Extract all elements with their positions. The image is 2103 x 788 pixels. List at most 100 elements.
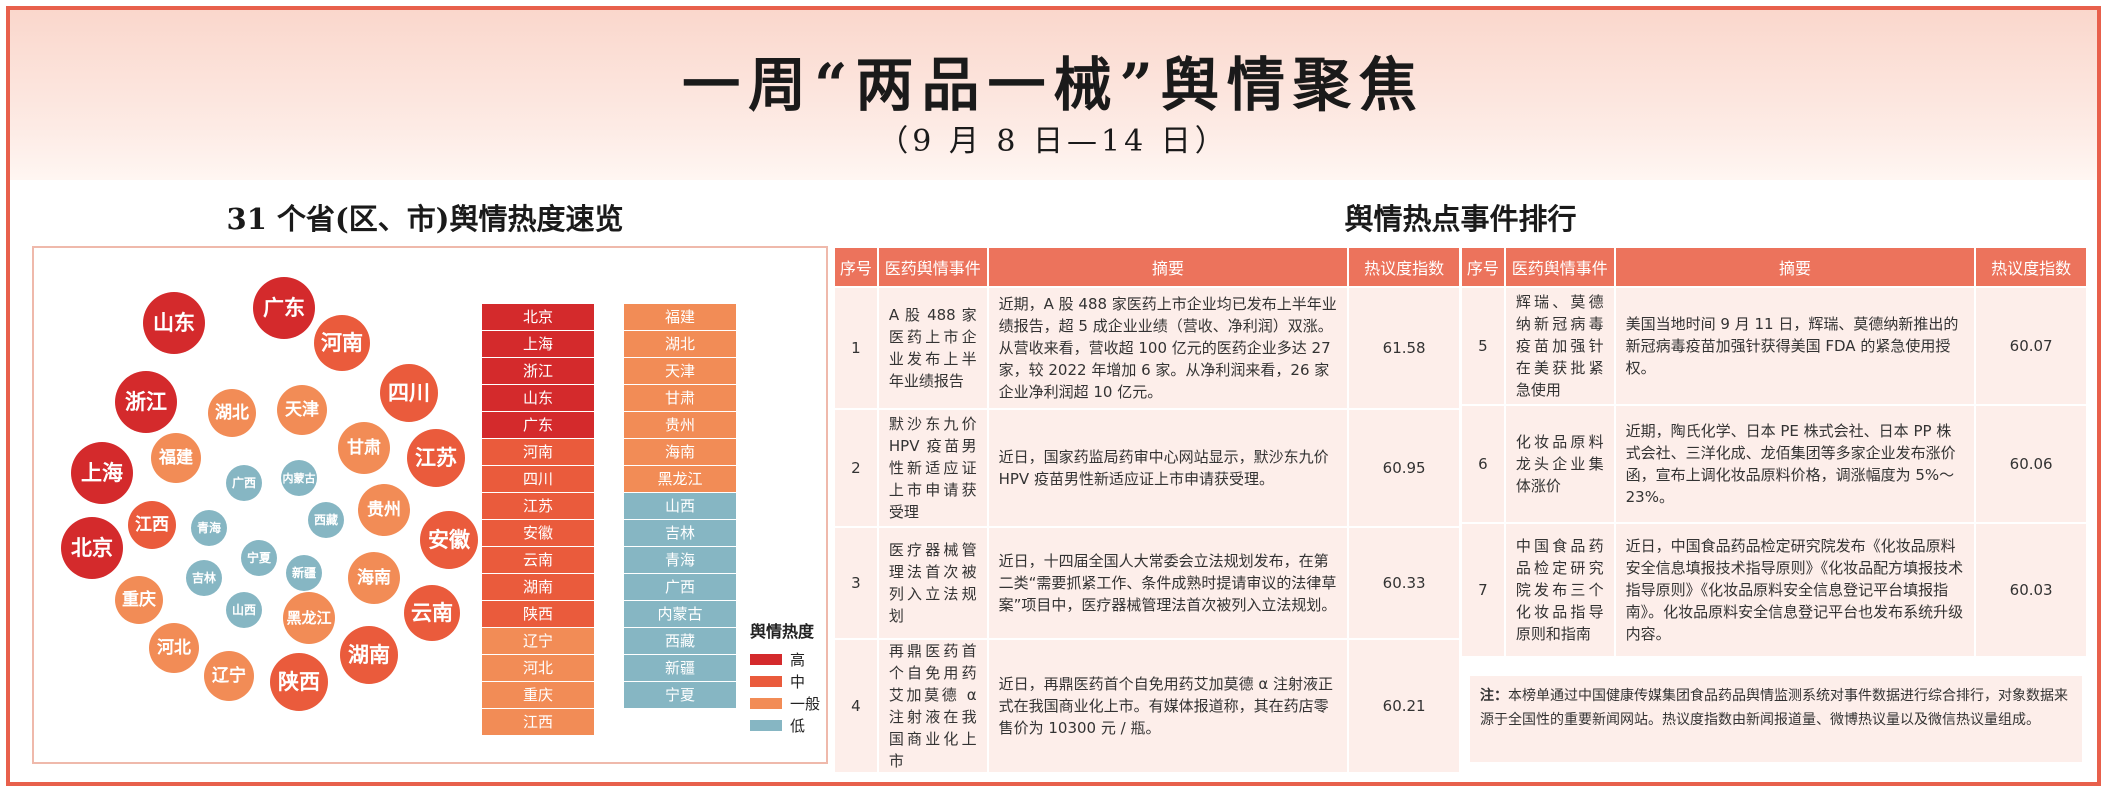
heat-legend-label: 高 <box>790 650 806 669</box>
header-summary: 摘要 <box>986 246 1350 288</box>
event-row: 5 辉瑞、莫德纳新冠病毒疫苗加强针在美获批紧急使用 美国当地时间 9 月 11 日，… <box>1460 286 2088 406</box>
event-summary: 近日，中国食品药品检定研究院发布《化妆品原料安全信息填报技术指导原则》《化妆品配… <box>1613 522 1977 658</box>
event-rank: 2 <box>833 408 879 528</box>
event-name: 医疗器械管理法首次被列入立法规划 <box>876 526 989 640</box>
province-rank-item: 云南 <box>482 547 594 574</box>
province-bubble: 广西 <box>226 465 262 501</box>
province-bubble: 广东 <box>253 277 315 339</box>
heat-legend-label: 中 <box>790 672 806 691</box>
heat-legend-label: 一般 <box>790 694 821 713</box>
province-bubble: 四川 <box>380 364 438 422</box>
hot-events-title: 舆情热点事件排行 <box>1344 202 1577 236</box>
province-rank-item: 重庆 <box>482 682 594 709</box>
province-rank-item: 陕西 <box>482 601 594 628</box>
header-rank: 序号 <box>833 246 879 288</box>
heat-legend-swatch <box>750 653 782 665</box>
event-rank: 5 <box>1460 286 1506 406</box>
event-summary: 近日，十四届全国人大常委会立法规划发布，在第二类“需要抓紧工作、条件成熟时提请审… <box>986 526 1350 640</box>
event-rank: 6 <box>1460 404 1506 524</box>
event-row: 7 中国食品药品检定研究院发布三个化妆品指导原则和指南 近日，中国食品药品检定研究院… <box>1460 522 2088 658</box>
ranking-note: 注：本榜单通过中国健康传媒集团食品药品舆情监测系统对事件数据进行综合排行，对象数… <box>1470 676 2082 762</box>
event-score: 60.95 <box>1347 408 1461 528</box>
event-rank: 1 <box>833 286 879 410</box>
header-rank: 序号 <box>1460 246 1506 288</box>
heat-legend-item: 一般 <box>750 694 821 713</box>
province-rank-item: 上海 <box>482 331 594 358</box>
province-bubble: 北京 <box>61 517 123 579</box>
heat-legend-item: 低 <box>750 716 820 735</box>
province-rank-item: 辽宁 <box>482 628 594 655</box>
note-text: 本榜单通过中国健康传媒集团食品药品舆情监测系统对事件数据进行综合排行，对象数据来… <box>1480 688 2068 728</box>
province-bubble: 新疆 <box>286 555 322 591</box>
event-summary: 近期，A 股 488 家医药上市企业均已发布上半年业绩报告，超 5 成企业业绩（… <box>986 286 1350 410</box>
province-rank-item: 吉林 <box>624 520 736 547</box>
province-bubble: 黑龙江 <box>283 592 335 644</box>
event-rank: 3 <box>833 526 879 640</box>
province-bubble: 江西 <box>128 501 176 549</box>
province-rank-item: 海南 <box>624 439 736 466</box>
province-heat-panel: 山东 广东 河南 浙江 四川 湖北 天津 上海 福建 甘肃 江苏 广西 内蒙古 北京 江西 青海 西藏 贵州 安徽宁… <box>32 246 828 764</box>
event-row: 4 再鼎医药首个自免用药艾加莫德 α 注射液在我国商业化上市 近日，再鼎医药首个自免… <box>833 638 1461 774</box>
province-bubble: 天津 <box>277 385 327 435</box>
province-bubble: 内蒙古 <box>281 460 317 496</box>
province-rank-item: 浙江 <box>482 358 594 385</box>
event-name: A 股 488 家医药上市企业发布上半年业绩报告 <box>876 286 989 410</box>
province-bubble: 贵州 <box>358 484 410 536</box>
province-rank-item: 黑龙江 <box>624 466 736 493</box>
event-name: 默沙东九价 HPV 疫苗男性新适应证上市申请获受理 <box>876 408 989 528</box>
event-row: 2 默沙东九价 HPV 疫苗男性新适应证上市申请获受理 近日，国家药监局药审中心网站… <box>833 408 1461 528</box>
event-name: 辉瑞、莫德纳新冠病毒疫苗加强针在美获批紧急使用 <box>1503 286 1616 406</box>
event-summary: 近日，再鼎医药首个自免用药艾加莫德 α 注射液正式在我国商业化上市。有媒体报道称… <box>986 638 1350 774</box>
province-rank-item: 广东 <box>482 412 594 439</box>
province-rank-item: 河南 <box>482 439 594 466</box>
event-score: 60.33 <box>1347 526 1461 640</box>
province-rank-item: 新疆 <box>624 655 736 682</box>
province-rank-item: 西藏 <box>624 628 736 655</box>
province-bubble: 吉林 <box>186 560 222 596</box>
header-banner: 一周“两品一械”舆情聚焦 （9 月 8 日—14 日） <box>10 10 2097 180</box>
province-rank-item: 江苏 <box>482 493 594 520</box>
heat-legend-title: 舆情热度 <box>750 622 815 641</box>
province-bubble: 江苏 <box>407 429 465 487</box>
province-rank-item: 甘肃 <box>624 385 736 412</box>
province-bubble: 宁夏 <box>241 540 277 576</box>
province-bubble: 山东 <box>143 292 205 354</box>
page-frame: 一周“两品一械”舆情聚焦 （9 月 8 日—14 日） 31 个省(区、市)舆情… <box>6 6 2101 786</box>
province-rank-item: 安徽 <box>482 520 594 547</box>
province-rank-item: 福建 <box>624 304 736 331</box>
province-bubble: 甘肃 <box>338 422 390 474</box>
province-rank-item: 山东 <box>482 385 594 412</box>
event-summary: 近期，陶氏化学、日本 PE 株式会社、日本 PP 株式会社、三洋化成、龙佰集团等… <box>1613 404 1977 524</box>
event-rank: 7 <box>1460 522 1506 658</box>
province-rank-item: 广西 <box>624 574 736 601</box>
province-rank-item: 内蒙古 <box>624 601 736 628</box>
heat-legend-swatch <box>750 697 782 709</box>
header-event: 医药舆情事件 <box>1503 246 1616 288</box>
province-bubble: 陕西 <box>270 653 328 711</box>
note-label: 注： <box>1480 688 1508 704</box>
province-bubble: 河北 <box>149 623 199 673</box>
hot-events-table-right: 序号 医药舆情事件 摘要 热议度指数 5 辉瑞、莫德纳新冠病毒疫苗加强针在美获批紧… <box>1460 246 2088 658</box>
province-rank-item: 宁夏 <box>624 682 736 709</box>
province-rank-item: 四川 <box>482 466 594 493</box>
header-event: 医药舆情事件 <box>876 246 989 288</box>
province-bubble: 西藏 <box>308 502 344 538</box>
province-heat-title: 31 个省(区、市)舆情热度速览 <box>226 202 624 236</box>
header-score: 热议度指数 <box>1347 246 1461 288</box>
province-rank-item: 天津 <box>624 358 736 385</box>
province-bubble: 辽宁 <box>204 651 254 701</box>
province-bubble: 上海 <box>71 442 133 504</box>
heat-legend: 舆情热度 高中一般低 <box>750 618 820 738</box>
header-score: 热议度指数 <box>1974 246 2088 288</box>
province-bubble: 青海 <box>191 510 227 546</box>
event-score: 60.06 <box>1974 404 2088 524</box>
province-bubble: 湖南 <box>340 626 398 684</box>
event-summary: 美国当地时间 9 月 11 日，辉瑞、莫德纳新推出的新冠病毒疫苗加强针获得美国 … <box>1613 286 1977 406</box>
province-rank-item: 湖南 <box>482 574 594 601</box>
event-name: 中国食品药品检定研究院发布三个化妆品指导原则和指南 <box>1503 522 1616 658</box>
province-rank-list-left: 北京 上海 浙江 山东 广东 河南 四川 江苏 安徽 云南 湖南 陕西 辽宁 河北 重庆 江西 <box>482 304 594 736</box>
province-bubble: 湖北 <box>208 389 256 437</box>
event-score: 61.58 <box>1347 286 1461 410</box>
